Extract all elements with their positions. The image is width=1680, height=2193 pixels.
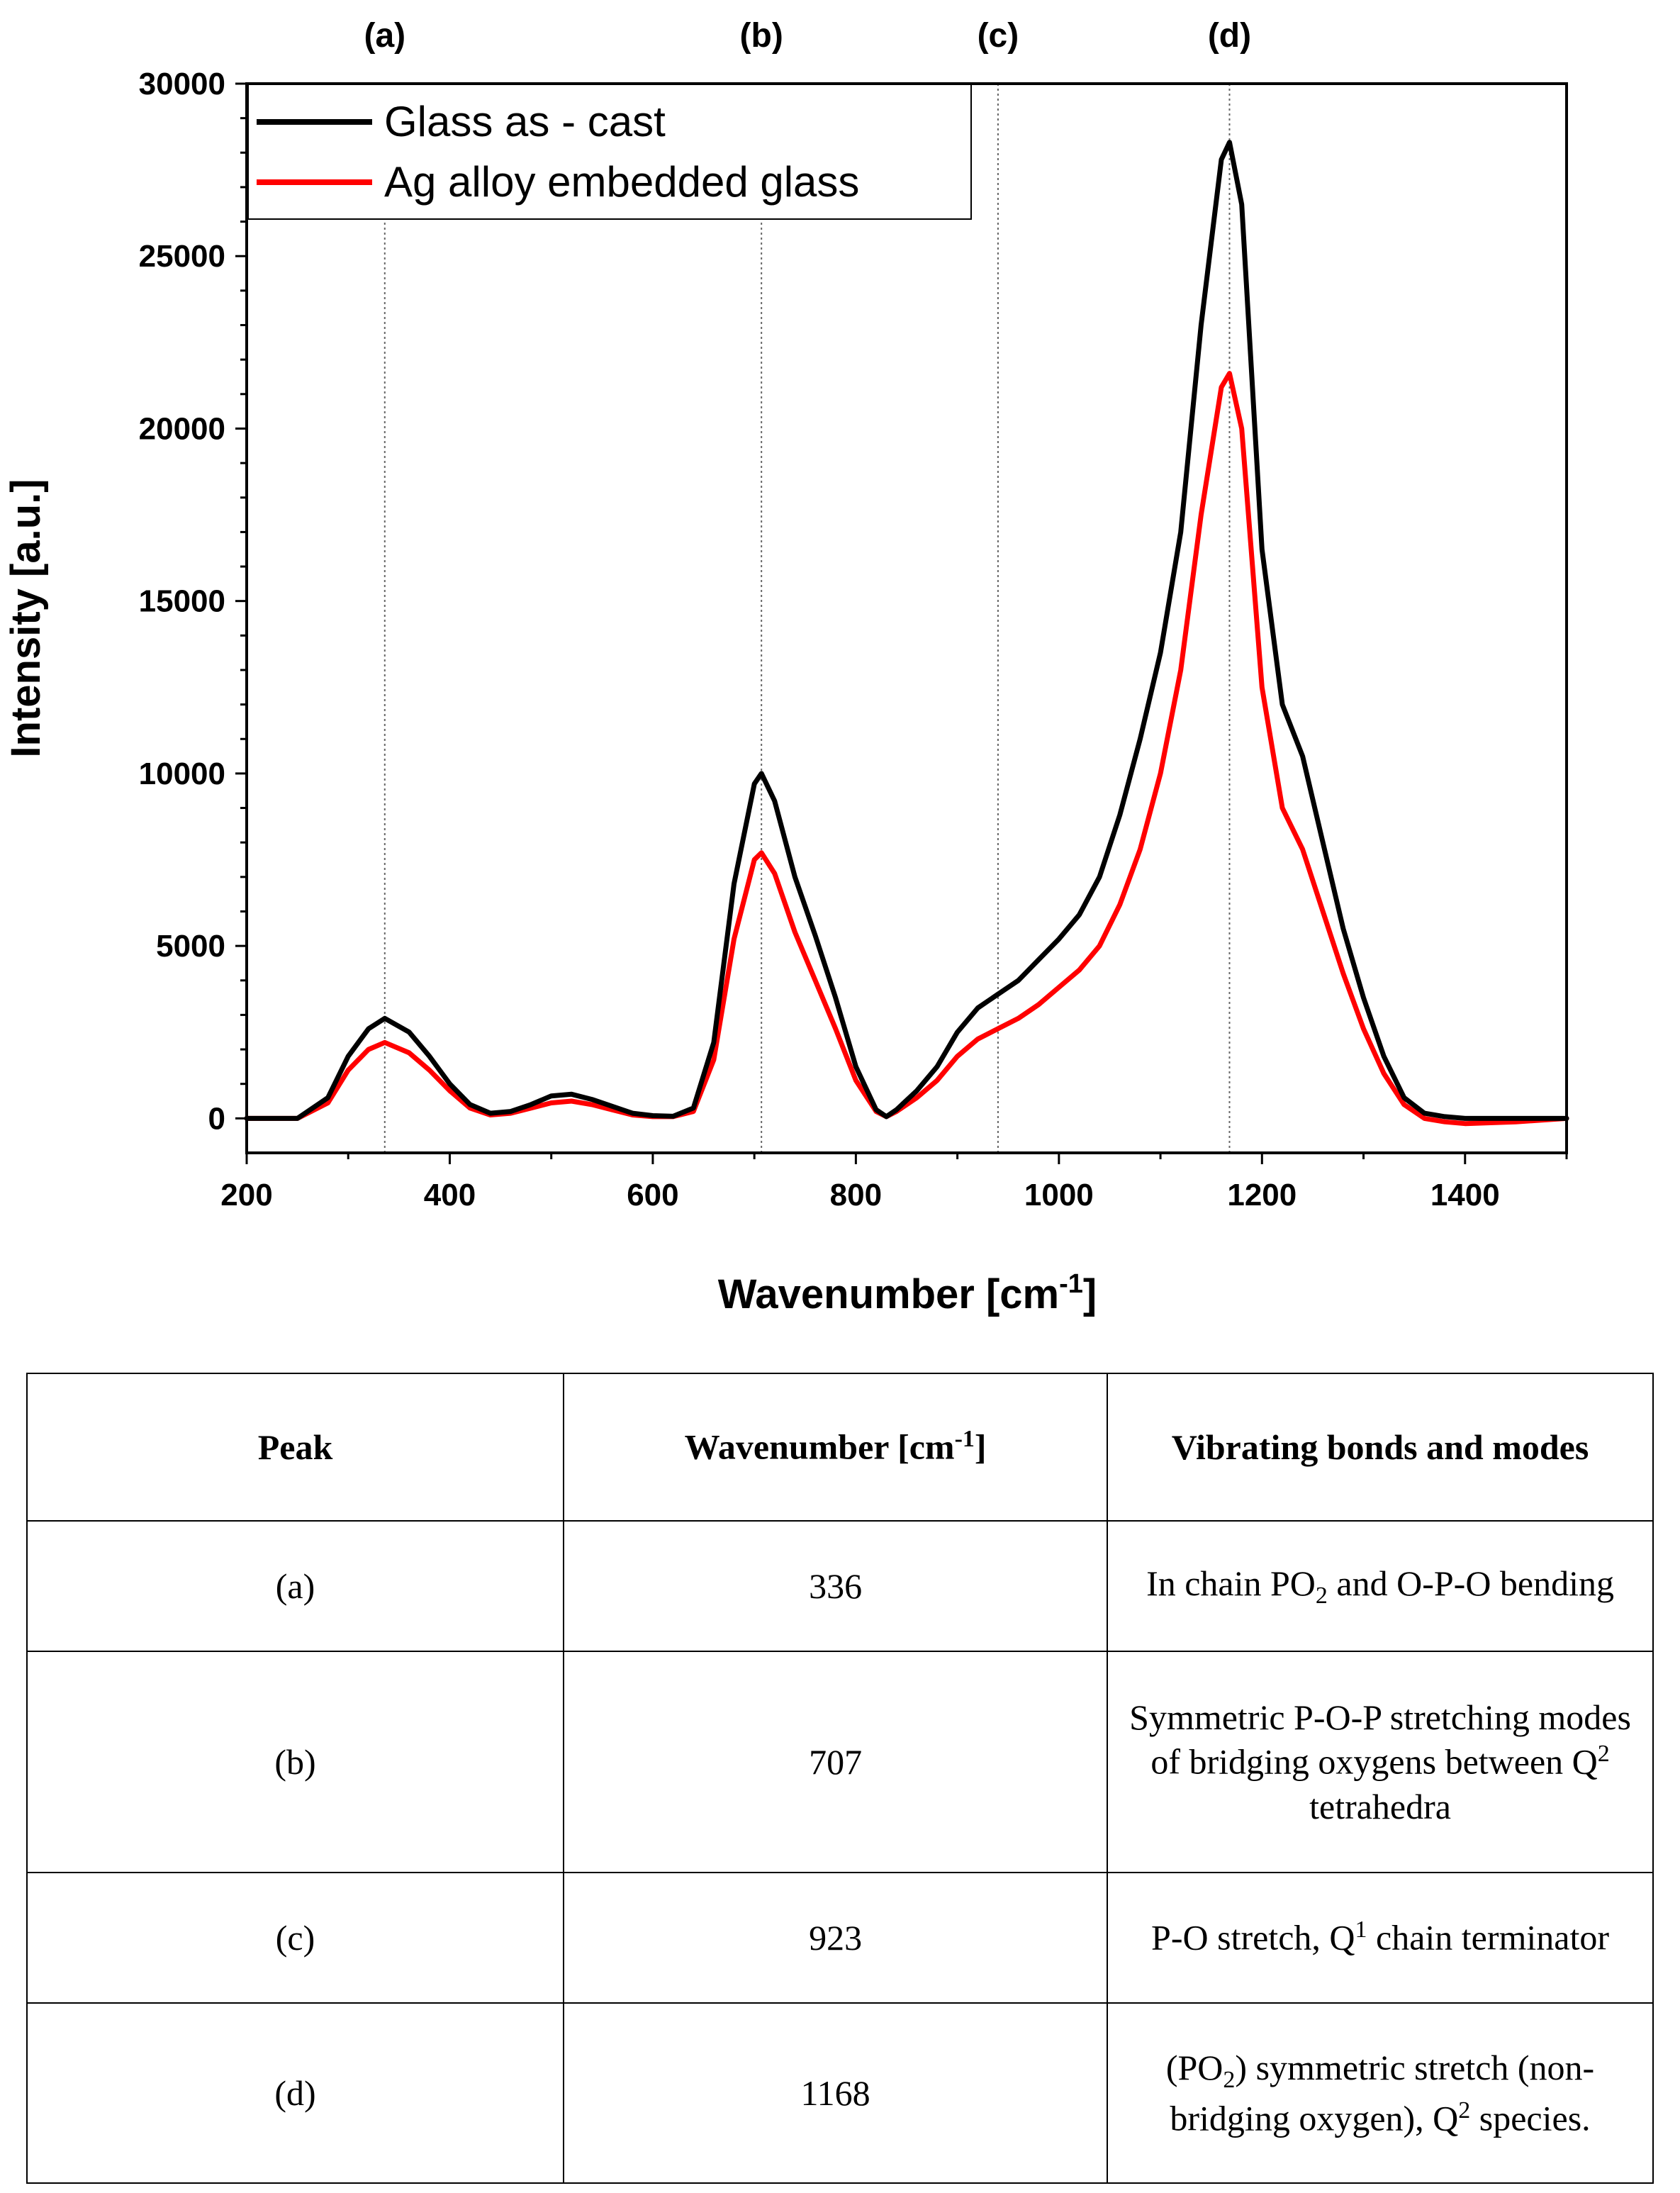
legend-box xyxy=(247,84,972,220)
cell-wavenumber: 336 xyxy=(563,1520,1109,1652)
peak-label-2: (c) xyxy=(978,17,1019,55)
cell-peak: (a) xyxy=(26,1520,565,1652)
cell-modes: P-O stretch, Q1 chain terminator xyxy=(1107,1872,1654,2004)
peak-assignment-table: Peak Wavenumber [cm-1] Vibrating bonds a… xyxy=(26,1373,1654,2184)
y-tick-label: 0 xyxy=(208,1101,225,1136)
cell-modes: Symmetric P-O-P stretching modes of brid… xyxy=(1107,1651,1654,1873)
series-line-0 xyxy=(244,140,1569,1121)
x-tick-label: 1200 xyxy=(1227,1178,1297,1212)
raman-chart: 200 400 600 800 1000 1200 1400 0 5000 10000 15000… xyxy=(3,17,1569,1317)
peak-label-0: (a) xyxy=(364,17,405,55)
table-row: (d) 1168 (PO2) symmetric stretch (non-br… xyxy=(26,2002,1654,2184)
peak-label-1: (b) xyxy=(740,17,783,55)
x-tick-label: 200 xyxy=(220,1178,272,1212)
header-vibrating-modes: Vibrating bonds and modes xyxy=(1107,1373,1654,1522)
cell-wavenumber: 923 xyxy=(563,1872,1109,2004)
cell-peak: (c) xyxy=(26,1872,565,2004)
y-tick-label: 10000 xyxy=(139,757,225,791)
y-tick-label: 20000 xyxy=(139,411,225,446)
cell-peak: (d) xyxy=(26,2002,565,2184)
y-axis: 0 5000 10000 15000 20000 25000 30000 xyxy=(139,67,247,1136)
table-header-row: Peak Wavenumber [cm-1] Vibrating bonds a… xyxy=(26,1373,1654,1522)
peak-marker-lines xyxy=(383,84,1231,1153)
legend: Glass as - cast Ag alloy embedded glass xyxy=(247,84,972,220)
table-row: (c) 923 P-O stretch, Q1 chain terminator xyxy=(26,1872,1654,2004)
x-tick-label: 1400 xyxy=(1430,1178,1500,1212)
legend-label-glass-as-cast: Glass as - cast xyxy=(384,98,666,145)
y-axis-title: Intensity [a.u.] xyxy=(3,479,49,757)
table-row: (b) 707 Symmetric P-O-P stretching modes… xyxy=(26,1651,1654,1873)
cell-wavenumber: 1168 xyxy=(563,2002,1109,2184)
x-tick-label: 400 xyxy=(424,1178,476,1212)
plot-frame xyxy=(245,82,1568,1154)
y-tick-label: 25000 xyxy=(139,239,225,274)
table-row: (a) 336 In chain PO2 and O-P-O bending xyxy=(26,1520,1654,1652)
peak-label-3: (d) xyxy=(1208,17,1251,55)
x-axis-title: Wavenumber [cm-1] xyxy=(718,1269,1097,1317)
x-axis: 200 400 600 800 1000 1200 1400 xyxy=(220,1153,1568,1212)
x-tick-label: 600 xyxy=(627,1178,678,1212)
cell-peak: (b) xyxy=(26,1651,565,1873)
legend-label-ag-alloy: Ag alloy embedded glass xyxy=(384,158,859,206)
y-tick-label: 5000 xyxy=(156,929,225,964)
x-tick-label: 800 xyxy=(830,1178,882,1212)
y-tick-label: 15000 xyxy=(139,584,225,619)
peak-labels: (a) (b) (c) (d) xyxy=(364,17,1251,55)
y-tick-label: 30000 xyxy=(139,67,225,101)
cell-modes: In chain PO2 and O-P-O bending xyxy=(1107,1520,1654,1652)
cell-modes: (PO2) symmetric stretch (non-bridging ox… xyxy=(1107,2002,1654,2184)
cell-wavenumber: 707 xyxy=(563,1651,1109,1873)
x-tick-label: 1000 xyxy=(1024,1178,1094,1212)
header-wavenumber: Wavenumber [cm-1] xyxy=(563,1373,1109,1522)
header-peak: Peak xyxy=(26,1373,565,1522)
